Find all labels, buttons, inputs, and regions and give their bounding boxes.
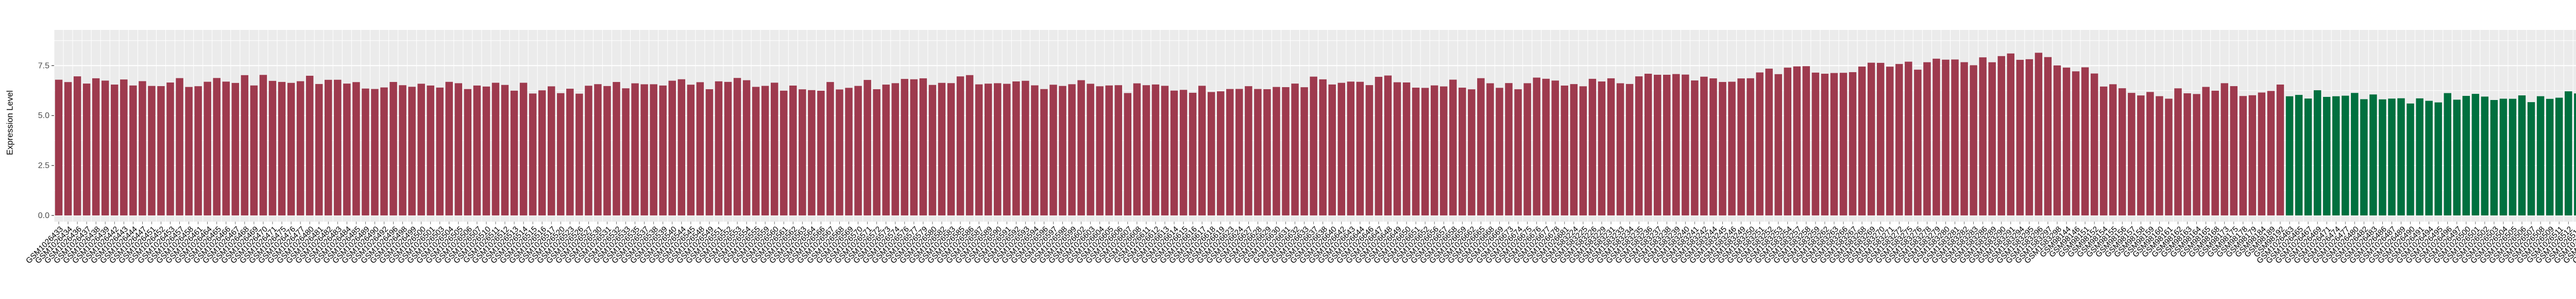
svg-text:7.5: 7.5 — [38, 61, 49, 70]
svg-text:0.0: 0.0 — [38, 211, 49, 220]
svg-text:5.0: 5.0 — [38, 111, 49, 120]
svg-text:2.5: 2.5 — [38, 161, 49, 170]
